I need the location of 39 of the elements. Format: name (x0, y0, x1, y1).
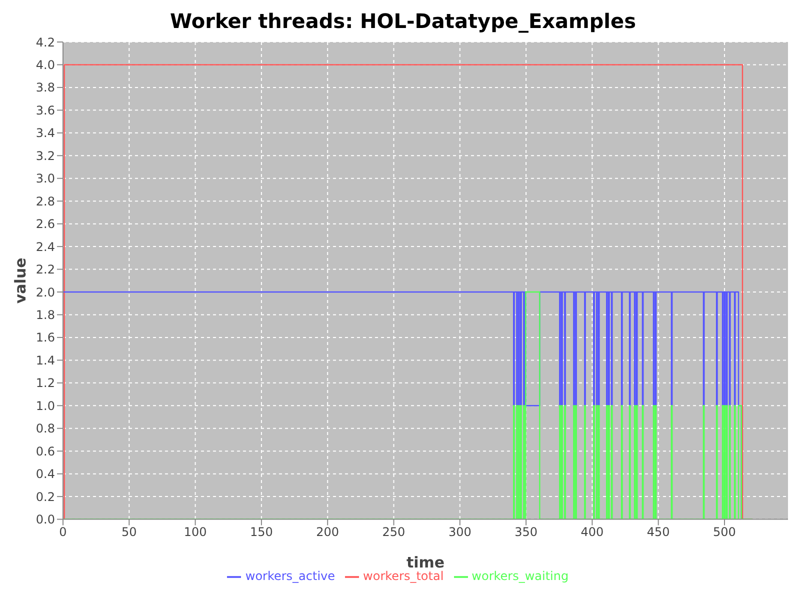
x-tick-label: 300 (448, 524, 472, 539)
x-tick-label: 150 (250, 524, 273, 539)
legend-label: workers_active (245, 569, 336, 584)
y-tick-label: 2.0 (36, 285, 55, 300)
x-tick-label: 100 (184, 524, 207, 539)
x-tick-label: 450 (646, 524, 670, 539)
y-tick-label: 0.8 (36, 422, 55, 436)
y-tick-label: 2.4 (36, 240, 55, 254)
y-tick-label: 3.0 (36, 172, 55, 186)
x-tick-label: 0 (59, 524, 67, 539)
y-tick-label: 2.8 (36, 194, 55, 208)
x-tick-label: 500 (713, 524, 736, 539)
y-tick-label: 3.8 (36, 80, 55, 95)
y-axis-title: value (11, 258, 30, 304)
y-tick-label: 2.2 (36, 262, 55, 277)
y-tick-label: 4.0 (36, 58, 55, 72)
y-tick-label: 0.0 (36, 512, 55, 527)
y-tick-label: 3.2 (36, 148, 55, 163)
y-tick-label: 4.2 (36, 35, 55, 50)
y-tick-label: 1.0 (36, 398, 55, 413)
y-tick-label: 0.2 (36, 490, 55, 504)
legend-label: workers_total (363, 569, 444, 584)
y-tick-label: 0.4 (36, 467, 55, 482)
y-tick-label: 1.4 (36, 353, 55, 368)
y-tick-label: 1.6 (36, 330, 55, 345)
x-tick-label: 350 (514, 524, 538, 539)
y-tick-label: 1.2 (36, 376, 55, 390)
chart-title: Worker threads: HOL-Datatype_Examples (169, 8, 637, 34)
y-tick-label: 3.4 (36, 126, 55, 140)
x-tick-label: 250 (382, 524, 406, 539)
x-tick-label: 400 (580, 524, 604, 539)
y-tick-label: 1.8 (36, 308, 55, 322)
y-tick-label: 3.6 (36, 103, 55, 118)
x-axis-title: time (406, 553, 445, 572)
y-tick-label: 0.6 (36, 444, 55, 458)
x-tick-label: 200 (316, 524, 340, 539)
x-tick-label: 50 (122, 524, 137, 539)
legend-label: workers_waiting (472, 569, 569, 584)
y-tick-label: 2.6 (36, 217, 55, 232)
